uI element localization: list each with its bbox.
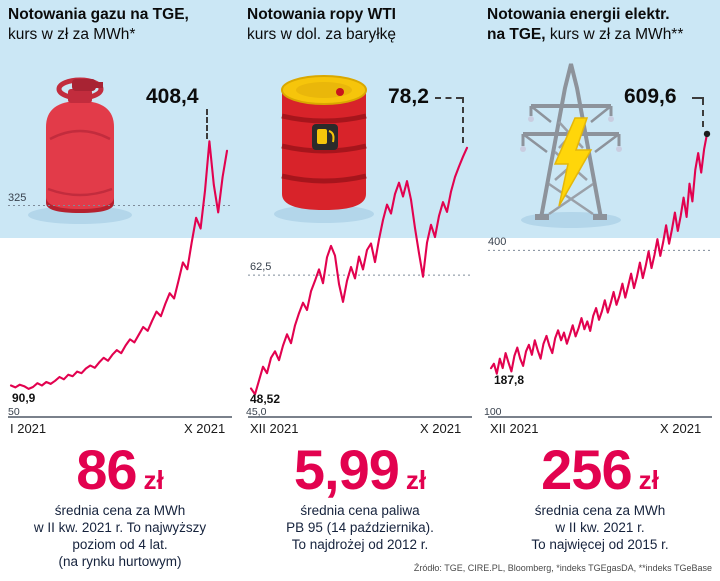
stat-gas: 86 zł: [0, 437, 240, 502]
start-value-oil: 48,52: [250, 392, 281, 406]
stat-gas-value: 86: [76, 438, 137, 501]
panel-oil-title: Notowania ropy WTI kurs w dol. za baryłk…: [247, 5, 479, 45]
stat-power: 256 zł: [480, 437, 720, 502]
stat-power-unit: zł: [638, 465, 659, 495]
gridline-label-power: 400: [488, 236, 507, 248]
gridline-label-gas: 325: [8, 192, 27, 204]
power-price-chart: [488, 130, 712, 418]
gridline-label-oil: 62,5: [250, 261, 272, 273]
peak-connector-oil-h: [435, 97, 462, 99]
oil-barrel-icon: [274, 75, 374, 223]
panel-gas-title-bold: Notowania gazu na TGE,: [8, 6, 189, 23]
stat-desc-gas: średnia cena za MWh w II kw. 2021 r. To …: [33, 503, 207, 569]
panel-power-title: Notowania energii elektr. na TGE, kurs w…: [487, 6, 684, 43]
peak-connector-gas: [206, 109, 208, 139]
start-value-gas: 90,9: [12, 391, 36, 405]
peak-value-oil: 78,2: [388, 85, 429, 108]
source-note: Źródło: TGE, CIRE.PL, Bloomberg, *indeks…: [413, 563, 712, 573]
panel-power-title-sub: kurs w zł za MWh**: [545, 26, 684, 43]
x-axis-start-oil: XII 2021: [250, 421, 299, 436]
panel-gas-title: Notowania gazu na TGE, kurs w zł za MWh*: [8, 5, 240, 45]
baseline-label-power: 100: [484, 406, 502, 418]
lightning-bolt-icon: [553, 117, 593, 207]
panel-oil-title-bold: Notowania ropy WTI: [247, 6, 396, 23]
peak-connector-power-h: [692, 97, 704, 99]
x-axis-end-gas: X 2021: [184, 421, 226, 436]
baseline-label-oil: 45,0: [246, 406, 267, 418]
fuel-pump-icon: [312, 124, 338, 150]
stat-power-value: 256: [541, 438, 632, 501]
panel-oil-title-sub: kurs w dol. za baryłkę: [247, 26, 397, 43]
panel-power-title-bold: Notowania energii elektr.: [487, 6, 670, 23]
gas-price-chart: [8, 140, 232, 418]
peak-connector-oil-v: [462, 97, 464, 143]
x-axis-start-gas: I 2021: [10, 421, 47, 436]
peak-connector-power-v: [702, 99, 704, 127]
x-axis-start-power: XII 2021: [490, 421, 539, 436]
stat-gas-unit: zł: [143, 465, 164, 495]
power-pylon-icon: [520, 63, 622, 228]
start-value-power: 187,8: [494, 373, 525, 387]
x-axis-end-power: X 2021: [660, 421, 702, 436]
stat-fuel-value: 5,99: [293, 438, 400, 501]
peak-value-gas: 408,4: [146, 85, 199, 108]
stat-fuel: 5,99 zł: [240, 437, 480, 502]
gas-canister-icon: [28, 77, 132, 224]
stat-desc-power: średnia cena za MWh w II kw. 2021 r. To …: [531, 503, 669, 552]
panel-gas-title-sub: kurs w zł za MWh*: [8, 26, 136, 43]
stat-fuel-unit: zł: [405, 465, 427, 495]
x-axis-end-oil: X 2021: [420, 421, 462, 436]
oil-price-chart: [248, 146, 472, 418]
stat-desc-fuel: średnia cena paliwa PB 95 (14 październi…: [286, 503, 434, 552]
baseline-label-gas: 50: [8, 406, 20, 418]
peak-value-power: 609,6: [624, 85, 677, 108]
